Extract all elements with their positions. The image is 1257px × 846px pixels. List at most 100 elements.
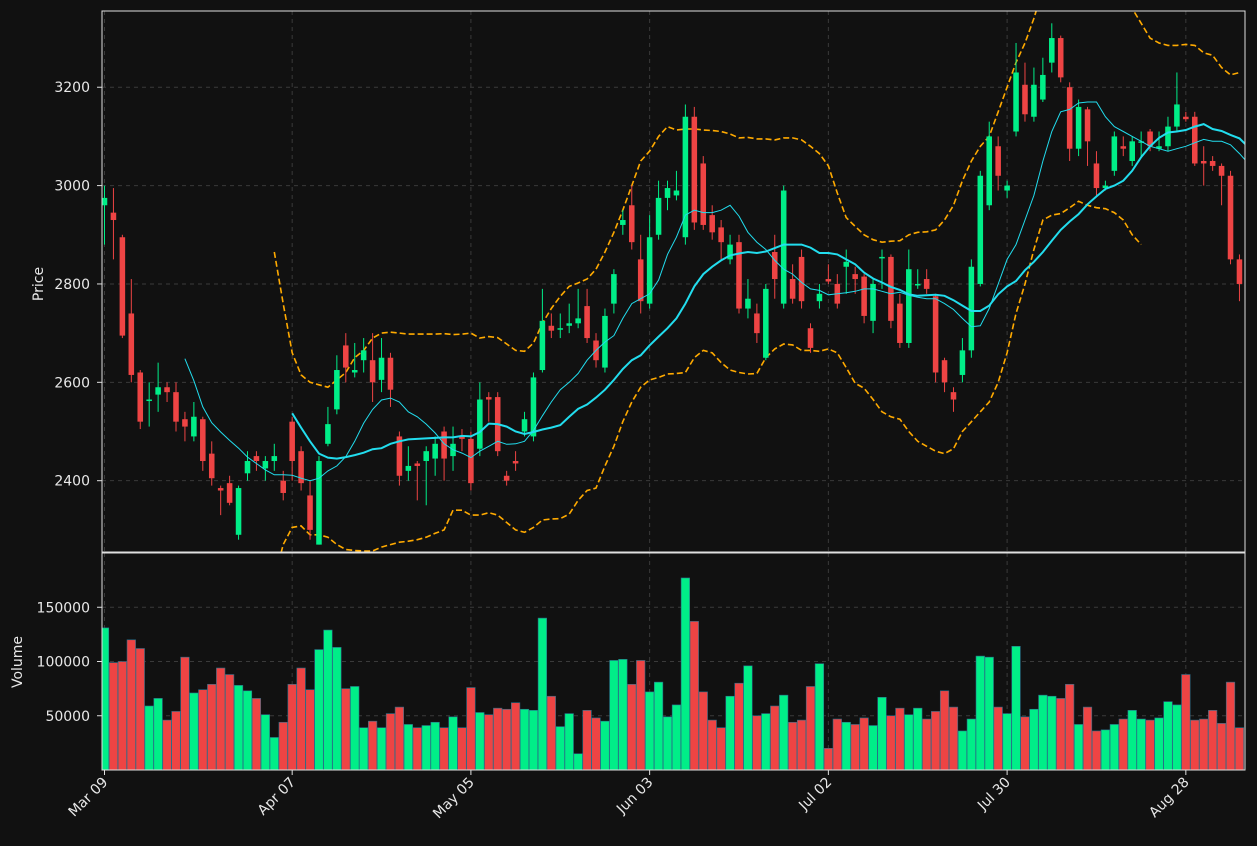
volume-bar <box>1109 724 1119 770</box>
volume-bar <box>126 639 136 770</box>
candle-body <box>816 293 823 302</box>
candle-body <box>521 419 528 432</box>
candle-body <box>1102 185 1109 189</box>
candle-body <box>539 320 546 371</box>
price-tick-label: 3200 <box>54 80 90 96</box>
candle-body <box>620 220 626 225</box>
volume-tick-label: 150000 <box>37 600 90 616</box>
price-y-axis: 2400 2600 2800 3000 3200 <box>54 80 102 490</box>
volume-bar <box>868 725 878 770</box>
candle-body <box>146 399 152 402</box>
candle-body <box>646 237 653 304</box>
candle-body <box>1013 72 1019 132</box>
candle-body <box>1129 141 1135 162</box>
volume-bar <box>1199 718 1209 770</box>
volume-bar <box>1065 683 1075 770</box>
volume-bar <box>189 692 199 770</box>
candle-body <box>334 370 340 410</box>
ma-fast-line <box>184 101 1245 482</box>
volume-bar <box>582 710 592 770</box>
volume-bar <box>1011 646 1021 770</box>
volume-bar <box>180 656 190 770</box>
candle-body <box>1192 116 1198 164</box>
candle-body <box>906 269 912 343</box>
candle-body <box>244 461 251 474</box>
volume-bar <box>1127 710 1137 770</box>
volume-bar <box>600 720 610 770</box>
volume-bar <box>1145 719 1155 770</box>
candle-body <box>110 212 117 221</box>
candle-body <box>486 397 492 400</box>
candle-body <box>235 488 242 535</box>
volume-bar <box>1020 716 1030 770</box>
price-tick-label: 2800 <box>54 277 90 293</box>
candle-body <box>1165 126 1171 147</box>
volume-bar <box>609 660 619 770</box>
candle-body <box>1236 259 1243 284</box>
candle-body <box>477 399 483 449</box>
volume-bar <box>653 681 664 770</box>
candle-body <box>897 303 903 343</box>
candle-body <box>155 387 161 395</box>
volume-bar <box>904 714 914 770</box>
volume-bar <box>448 716 458 770</box>
volume-bar <box>1002 713 1012 770</box>
candle-body <box>566 323 572 326</box>
volume-bar <box>546 695 556 770</box>
volume-bar <box>287 683 297 770</box>
volume-bar <box>823 747 833 770</box>
candle-body <box>512 461 519 464</box>
candle-body <box>557 328 564 330</box>
volume-bar <box>779 694 789 770</box>
candle-body <box>1057 38 1064 78</box>
volume-bar <box>135 648 145 770</box>
volume-bar <box>895 707 905 770</box>
candle-body <box>1031 84 1037 117</box>
candle-body <box>468 438 474 484</box>
candle-body <box>1049 38 1055 63</box>
volume-bar <box>698 691 708 770</box>
candle-body <box>736 242 742 309</box>
volume-bar <box>859 717 869 770</box>
price-panel-frame <box>101 10 1246 553</box>
volume-bar <box>957 730 968 770</box>
volume-bar <box>1029 708 1039 770</box>
volume-bar <box>260 714 270 770</box>
volume-bar <box>162 719 172 770</box>
volume-bar <box>752 715 762 770</box>
volume-bar <box>662 716 673 770</box>
candle-body <box>343 345 349 368</box>
volume-bar <box>993 706 1003 770</box>
candle-body <box>414 463 421 466</box>
candle-body <box>307 495 313 530</box>
volume-bar <box>493 707 503 770</box>
volume-bar <box>564 713 574 770</box>
candle-body <box>369 360 376 383</box>
volume-bar <box>153 698 163 770</box>
candle-body <box>351 370 358 373</box>
candle-body <box>941 360 948 383</box>
candle-body <box>1138 141 1144 143</box>
volume-bar <box>323 629 333 770</box>
price-tick-label: 2400 <box>54 474 90 490</box>
volume-bar <box>332 647 342 770</box>
candle-body <box>1209 161 1216 166</box>
volume-bar <box>805 686 816 770</box>
candle-body <box>932 296 939 373</box>
volume-bar <box>350 686 360 770</box>
candle-body <box>691 116 698 223</box>
candle-body <box>280 480 287 493</box>
candle-body <box>682 116 689 238</box>
candle-body <box>959 350 966 375</box>
candle-body <box>1174 104 1180 127</box>
candle-body <box>548 325 555 331</box>
candle-body <box>923 279 930 289</box>
candle-body <box>1093 163 1100 189</box>
candle-body <box>325 424 331 444</box>
candle-body <box>888 256 894 321</box>
candle-body <box>182 419 188 427</box>
volume-bar <box>770 705 780 770</box>
volume-bar <box>591 717 601 770</box>
candle-body <box>1084 109 1091 142</box>
volume-bar <box>814 663 825 770</box>
